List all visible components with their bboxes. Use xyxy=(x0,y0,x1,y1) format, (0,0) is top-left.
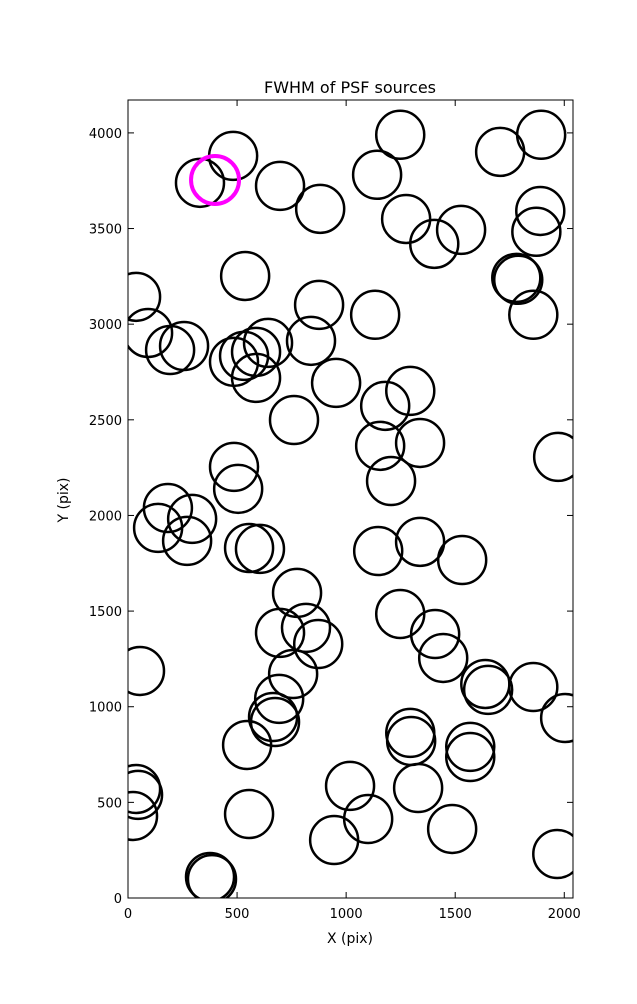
source-circle xyxy=(374,109,426,161)
source-circle xyxy=(385,365,436,417)
source-circle xyxy=(254,607,306,659)
y-tick-label: 2500 xyxy=(89,414,122,429)
x-axis-label: X (pix) xyxy=(327,931,373,947)
source-circle xyxy=(268,394,320,446)
y-tick-label: 4000 xyxy=(89,127,122,142)
source-circle xyxy=(492,254,544,306)
source-circle xyxy=(359,380,411,432)
source-circle xyxy=(219,250,271,302)
source-circle xyxy=(128,645,166,697)
source-circle xyxy=(394,417,446,469)
source-circle xyxy=(158,320,210,372)
source-circle xyxy=(308,814,360,866)
source-circle xyxy=(230,326,282,378)
source-circle xyxy=(242,317,294,369)
source-circle xyxy=(374,588,426,640)
source-circle xyxy=(392,762,444,814)
source-circle xyxy=(221,719,273,771)
source-circle xyxy=(445,731,496,783)
source-circle xyxy=(532,431,573,483)
source-circle xyxy=(254,160,306,212)
source-circle xyxy=(128,769,164,821)
chart-title: FWHM of PSF sources xyxy=(264,78,436,97)
y-tick-label: 0 xyxy=(114,892,122,907)
source-circle xyxy=(294,183,346,235)
y-tick-label: 3000 xyxy=(89,318,122,333)
source-circle xyxy=(285,315,337,367)
source-circle xyxy=(166,493,218,545)
source-circle xyxy=(128,790,159,842)
y-tick-label: 1000 xyxy=(89,701,122,716)
x-tick-label: 1000 xyxy=(330,907,363,922)
source-circle xyxy=(253,673,305,725)
source-circle xyxy=(186,853,238,898)
source-circle xyxy=(349,289,401,341)
y-tick-label: 500 xyxy=(97,796,122,811)
source-circle xyxy=(212,463,264,515)
source-circle xyxy=(280,602,332,654)
source-circle xyxy=(324,760,376,812)
source-circle xyxy=(380,193,432,245)
source-circle xyxy=(293,279,345,331)
source-circle xyxy=(409,218,460,270)
source-circle xyxy=(417,632,469,684)
y-tick-label: 2000 xyxy=(89,509,122,524)
y-tick-label: 3500 xyxy=(89,223,122,238)
x-tick-label: 2000 xyxy=(548,907,581,922)
source-circle xyxy=(351,149,403,201)
x-tick-label: 1500 xyxy=(439,907,472,922)
source-circle xyxy=(532,828,573,880)
y-axis-label: Y (pix) xyxy=(56,478,72,524)
source-circle xyxy=(184,851,236,898)
source-circle xyxy=(515,185,566,237)
source-circle xyxy=(394,516,446,568)
source-circle xyxy=(161,515,213,567)
source-circle xyxy=(132,502,184,554)
source-circle xyxy=(445,721,496,773)
source-circle xyxy=(508,289,559,341)
source-circle xyxy=(230,352,282,404)
source-circle xyxy=(491,252,542,304)
source-circle xyxy=(435,204,487,256)
source-circle xyxy=(247,691,299,743)
y-tick-label: 1500 xyxy=(89,605,122,620)
source-circle xyxy=(511,206,562,258)
source-circle xyxy=(436,534,488,586)
source-circle xyxy=(539,692,573,744)
source-circle xyxy=(310,357,362,409)
source-circle xyxy=(223,788,275,840)
source-circle xyxy=(426,803,478,855)
source-circle xyxy=(223,522,275,574)
source-circle xyxy=(515,109,567,161)
source-circle xyxy=(234,523,286,575)
source-circle xyxy=(189,153,242,206)
source-circle xyxy=(208,441,260,493)
x-tick-label: 500 xyxy=(225,907,250,922)
source-circle xyxy=(292,618,344,670)
source-circle xyxy=(267,648,319,700)
source-circle xyxy=(128,271,162,323)
source-circle xyxy=(354,420,406,472)
source-circle xyxy=(365,455,417,507)
source-circle xyxy=(352,525,404,577)
x-tick-label: 0 xyxy=(124,907,132,922)
source-circle xyxy=(462,664,514,716)
source-circle xyxy=(508,661,559,713)
plot-frame xyxy=(127,99,574,899)
source-circle xyxy=(409,608,461,660)
